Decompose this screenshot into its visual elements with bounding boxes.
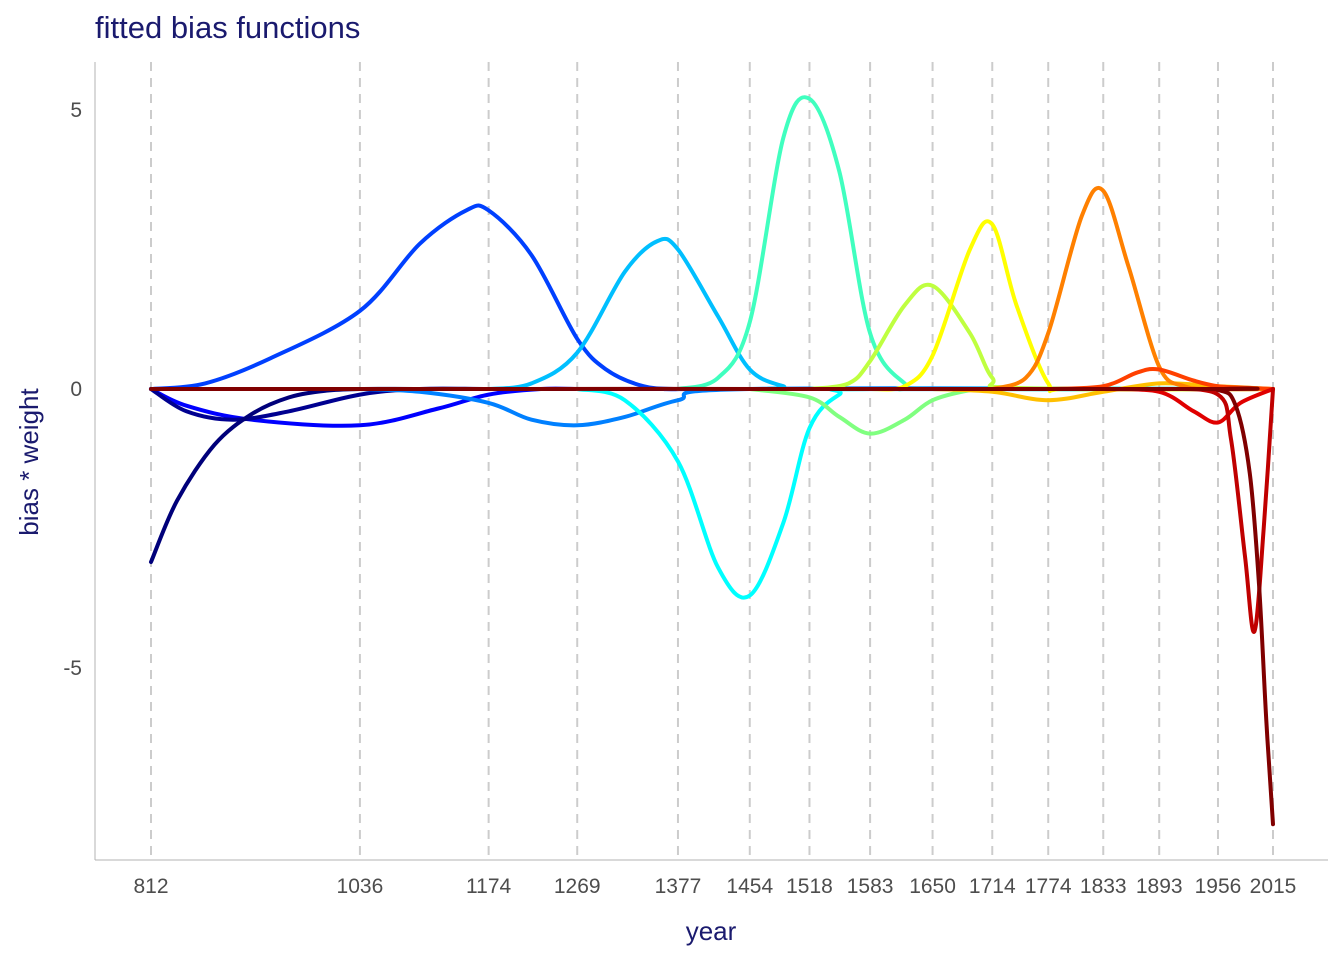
x-tick-label: 1454 — [726, 875, 773, 898]
series-line-3 — [149, 386, 1275, 564]
x-tick-label: 1269 — [554, 875, 601, 898]
x-tick-label: 1174 — [466, 875, 511, 898]
y-axis-title: bias * weight — [14, 388, 44, 536]
y-tick-labels: 5 0 -5 — [63, 99, 82, 680]
x-tick-label: 812 — [133, 875, 168, 898]
x-tick-label: 1714 — [969, 875, 1016, 898]
x-tick-label: 1893 — [1136, 875, 1183, 898]
series-lines — [149, 95, 1275, 827]
y-tick-label: 5 — [70, 99, 82, 122]
x-tick-labels: 812 1036 1174 1269 1377 1454 1518 1583 1650 1714 1… — [133, 875, 1296, 898]
gridlines — [150, 62, 1274, 860]
x-tick-label: 1583 — [847, 875, 894, 898]
series-line-17 — [149, 386, 1275, 827]
series-line-4 — [149, 203, 1275, 392]
x-tick-label: 1036 — [337, 875, 384, 898]
x-tick-label: 2015 — [1250, 875, 1297, 898]
chart-title: fitted bias functions — [95, 10, 361, 45]
x-axis-title: year — [686, 916, 737, 946]
axes — [94, 62, 1328, 861]
series-line-16 — [1157, 386, 1275, 634]
series-line-7 — [575, 386, 1275, 600]
x-tick-label: 1650 — [909, 875, 956, 898]
series-line-6 — [486, 236, 1275, 392]
x-tick-label: 1377 — [655, 875, 702, 898]
x-tick-label: 1518 — [786, 875, 833, 898]
x-tick-label: 1833 — [1080, 875, 1127, 898]
x-tick-label: 1774 — [1025, 875, 1072, 898]
series-line-15 — [1101, 387, 1275, 425]
y-tick-label: 0 — [70, 378, 82, 401]
x-tick-label: 1956 — [1195, 875, 1242, 898]
y-tick-label: -5 — [63, 657, 82, 680]
